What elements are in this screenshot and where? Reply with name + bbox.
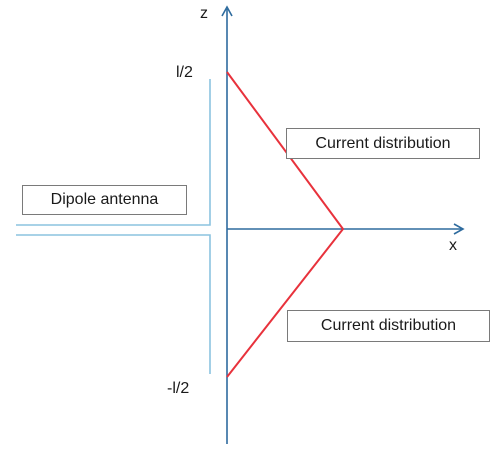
dipole-antenna-drawing [16, 79, 211, 374]
bottom-tick-label: -l/2 [167, 380, 190, 397]
antenna-upper-arm [16, 79, 211, 226]
x-axis-label: x [449, 237, 457, 254]
z-axis-arrowhead [221, 5, 233, 17]
current-distribution-bottom-label: Current distribution [287, 310, 490, 342]
x-axis-arrowhead [453, 223, 465, 235]
dipole-antenna-label: Dipole antenna [22, 185, 187, 215]
z-axis-label: z [200, 5, 208, 22]
current-distribution-top-label: Current distribution [286, 128, 480, 159]
antenna-lower-arm [16, 234, 211, 374]
current-distribution-curve [226, 71, 345, 378]
top-tick-label: l/2 [176, 64, 193, 81]
